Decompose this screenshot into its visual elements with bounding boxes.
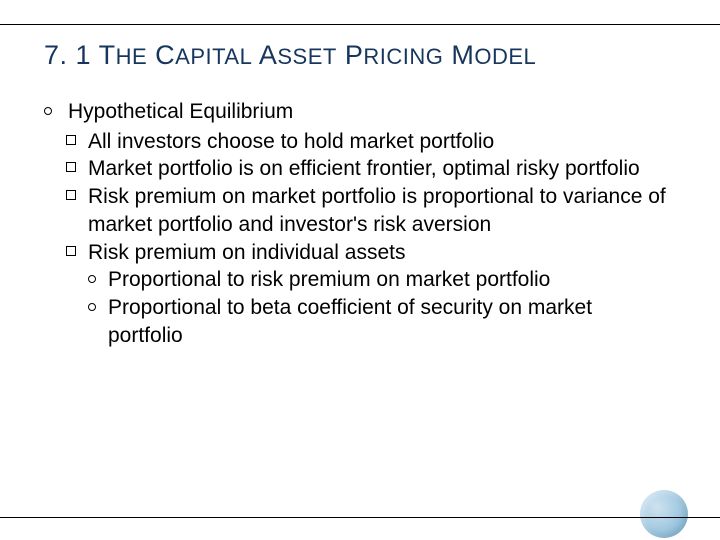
bullet-l2-3: Risk premium on individual assets [66, 239, 670, 267]
circle-decor-icon [640, 490, 688, 538]
bullet-l3-1: Proportional to beta coefficient of secu… [88, 294, 670, 349]
title-word-0: THE [99, 40, 148, 70]
bullet-l2-2: Risk premium on market portfolio is prop… [66, 183, 670, 238]
title-number: 7. 1 [44, 40, 91, 70]
title-word-3: PRICING [345, 40, 444, 70]
bullet-l3-0: Proportional to risk premium on market p… [88, 266, 670, 294]
bullet-l2-1: Market portfolio is on efficient frontie… [66, 155, 670, 183]
bullet-l1: Hypothetical Equilibrium [44, 98, 670, 126]
title-word-1: CAPITAL [155, 40, 252, 70]
title-word-4: MODEL [451, 40, 536, 70]
slide-body: Hypothetical Equilibrium All investors c… [44, 98, 670, 349]
rule-top [0, 24, 720, 25]
title-word-2: ASSET [259, 40, 337, 70]
bullet-l2-0: All investors choose to hold market port… [66, 128, 670, 156]
slide: 7. 1 THE CAPITAL ASSET PRICING MODEL Hyp… [0, 0, 720, 540]
rule-bottom [0, 517, 720, 518]
slide-title: 7. 1 THE CAPITAL ASSET PRICING MODEL [44, 40, 680, 71]
